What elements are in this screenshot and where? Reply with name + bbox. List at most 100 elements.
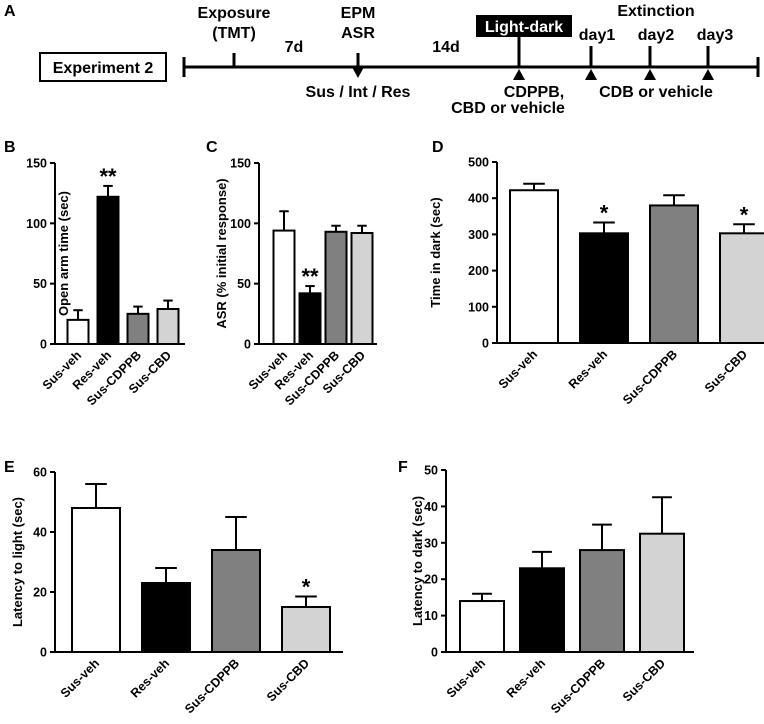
significance-marker: ** bbox=[99, 164, 117, 189]
bar bbox=[324, 230, 348, 345]
day3-up-arrow-icon bbox=[702, 69, 714, 80]
epm-down-arrow-icon bbox=[352, 67, 364, 78]
bar bbox=[579, 232, 629, 344]
epm-label: EPM bbox=[341, 5, 376, 22]
category-label: Sus-veh bbox=[58, 656, 102, 700]
y-tick-label: 60 bbox=[33, 466, 47, 480]
bar bbox=[126, 312, 150, 346]
day1-label: day1 bbox=[579, 27, 616, 44]
y-tick-label: 0 bbox=[482, 337, 489, 351]
bar bbox=[211, 549, 261, 653]
bar bbox=[509, 189, 559, 344]
y-tick-label: 20 bbox=[424, 573, 438, 587]
groups-label: Sus / Int / Res bbox=[306, 84, 411, 101]
bar bbox=[298, 292, 322, 346]
gap-14d-label: 14d bbox=[432, 39, 460, 56]
extinction-drug-label: CDB or vehicle bbox=[599, 84, 713, 101]
category-label: Res-veh bbox=[504, 656, 548, 700]
asr-label: ASR bbox=[341, 25, 375, 42]
bar bbox=[156, 308, 180, 345]
category-label: Sus-CDPPB bbox=[548, 656, 608, 716]
significance-marker: ** bbox=[301, 264, 319, 289]
category-label: Sus-CDPPB bbox=[620, 347, 680, 407]
y-axis-label: Open arm time (sec) bbox=[56, 191, 71, 316]
chart-time-in-dark: 0 100 200 300 400 500 Time in dark (sec) Sus-ve… bbox=[428, 156, 764, 407]
panel-label-c: C bbox=[206, 139, 218, 156]
y-tick-label: 30 bbox=[424, 536, 438, 550]
category-label: Sus-CDPPB bbox=[182, 656, 242, 716]
y-tick-label: 100 bbox=[26, 217, 47, 231]
y-tick-label: 300 bbox=[468, 228, 489, 242]
category-label: Res-veh bbox=[128, 656, 172, 700]
y-tick-label: 100 bbox=[230, 217, 251, 231]
y-tick-label: 50 bbox=[237, 277, 251, 291]
drugs-label: CDPPB, bbox=[504, 84, 564, 101]
y-axis-label: Latency to dark (sec) bbox=[410, 496, 425, 626]
y-tick-label: 200 bbox=[468, 264, 489, 278]
y-axis-label: Latency to light (sec) bbox=[10, 497, 25, 627]
day2-label: day2 bbox=[638, 27, 675, 44]
y-tick-label: 40 bbox=[33, 526, 47, 540]
day2-up-arrow-icon bbox=[644, 69, 656, 80]
bar bbox=[281, 606, 331, 653]
y-tick-label: 0 bbox=[40, 646, 47, 660]
y-tick-label: 0 bbox=[431, 646, 438, 660]
y-tick-label: 500 bbox=[468, 156, 489, 170]
panel-label-a: A bbox=[4, 3, 16, 20]
extinction-label: Extinction bbox=[617, 3, 694, 20]
category-label: Sus-CBD bbox=[620, 656, 668, 704]
chart-latency-to-dark: 0 10 20 30 40 50 Latency to dark (sec) Sus-veh R… bbox=[410, 464, 694, 716]
timeline: Experiment 2 Exposure (TMT) 7d EPM ASR S… bbox=[39, 3, 760, 117]
y-tick-label: 150 bbox=[230, 157, 251, 171]
y-tick-label: 50 bbox=[424, 464, 438, 478]
significance-marker: * bbox=[302, 575, 311, 600]
y-tick-label: 150 bbox=[26, 157, 47, 171]
y-tick-label: 10 bbox=[424, 609, 438, 623]
bar bbox=[141, 582, 191, 653]
lightdark-box bbox=[476, 15, 572, 37]
bar bbox=[639, 532, 685, 654]
category-label: Res-veh bbox=[566, 347, 610, 391]
category-label: Sus-CBD bbox=[264, 656, 312, 704]
category-label: Sus-CBD bbox=[702, 347, 750, 395]
bar bbox=[719, 232, 764, 344]
bar bbox=[459, 600, 505, 653]
panel-label-b: B bbox=[4, 139, 16, 156]
y-tick-label: 0 bbox=[40, 338, 47, 352]
y-axis-label: Time in dark (sec) bbox=[428, 197, 443, 307]
panel-label-e: E bbox=[4, 459, 15, 476]
lightdark-label: Light-dark bbox=[485, 19, 563, 36]
category-label: Sus-veh bbox=[496, 347, 540, 391]
exposure-sublabel: (TMT) bbox=[212, 25, 256, 42]
y-tick-label: 0 bbox=[244, 338, 251, 352]
significance-marker: * bbox=[740, 202, 749, 227]
y-tick-label: 400 bbox=[468, 192, 489, 206]
bar bbox=[519, 567, 565, 654]
bar bbox=[579, 549, 625, 654]
exposure-label: Exposure bbox=[198, 5, 271, 22]
y-axis-label: ASR (% initial response) bbox=[214, 178, 229, 328]
experiment-label: Experiment 2 bbox=[53, 60, 154, 77]
y-tick-label: 100 bbox=[468, 300, 489, 314]
bar bbox=[96, 195, 120, 345]
panel-label-f: F bbox=[398, 459, 408, 476]
y-tick-label: 20 bbox=[33, 586, 47, 600]
panel-label-d: D bbox=[432, 139, 444, 156]
bar bbox=[649, 204, 699, 344]
y-tick-label: 40 bbox=[424, 500, 438, 514]
bar bbox=[350, 231, 374, 345]
bar bbox=[66, 318, 90, 346]
y-tick-label: 50 bbox=[33, 277, 47, 291]
chart-latency-to-light: 0 20 40 60 Latency to light (sec) Sus-veh Res-… bbox=[10, 466, 343, 716]
experiment-box bbox=[39, 52, 167, 82]
bar bbox=[71, 507, 121, 653]
category-label: Sus-veh bbox=[444, 656, 488, 700]
gap-7d-label: 7d bbox=[285, 39, 304, 56]
significance-marker: * bbox=[600, 200, 609, 225]
day1-up-arrow-icon bbox=[585, 69, 597, 80]
drugs-sublabel: CBD or vehicle bbox=[451, 100, 565, 117]
day3-label: day3 bbox=[697, 27, 734, 44]
